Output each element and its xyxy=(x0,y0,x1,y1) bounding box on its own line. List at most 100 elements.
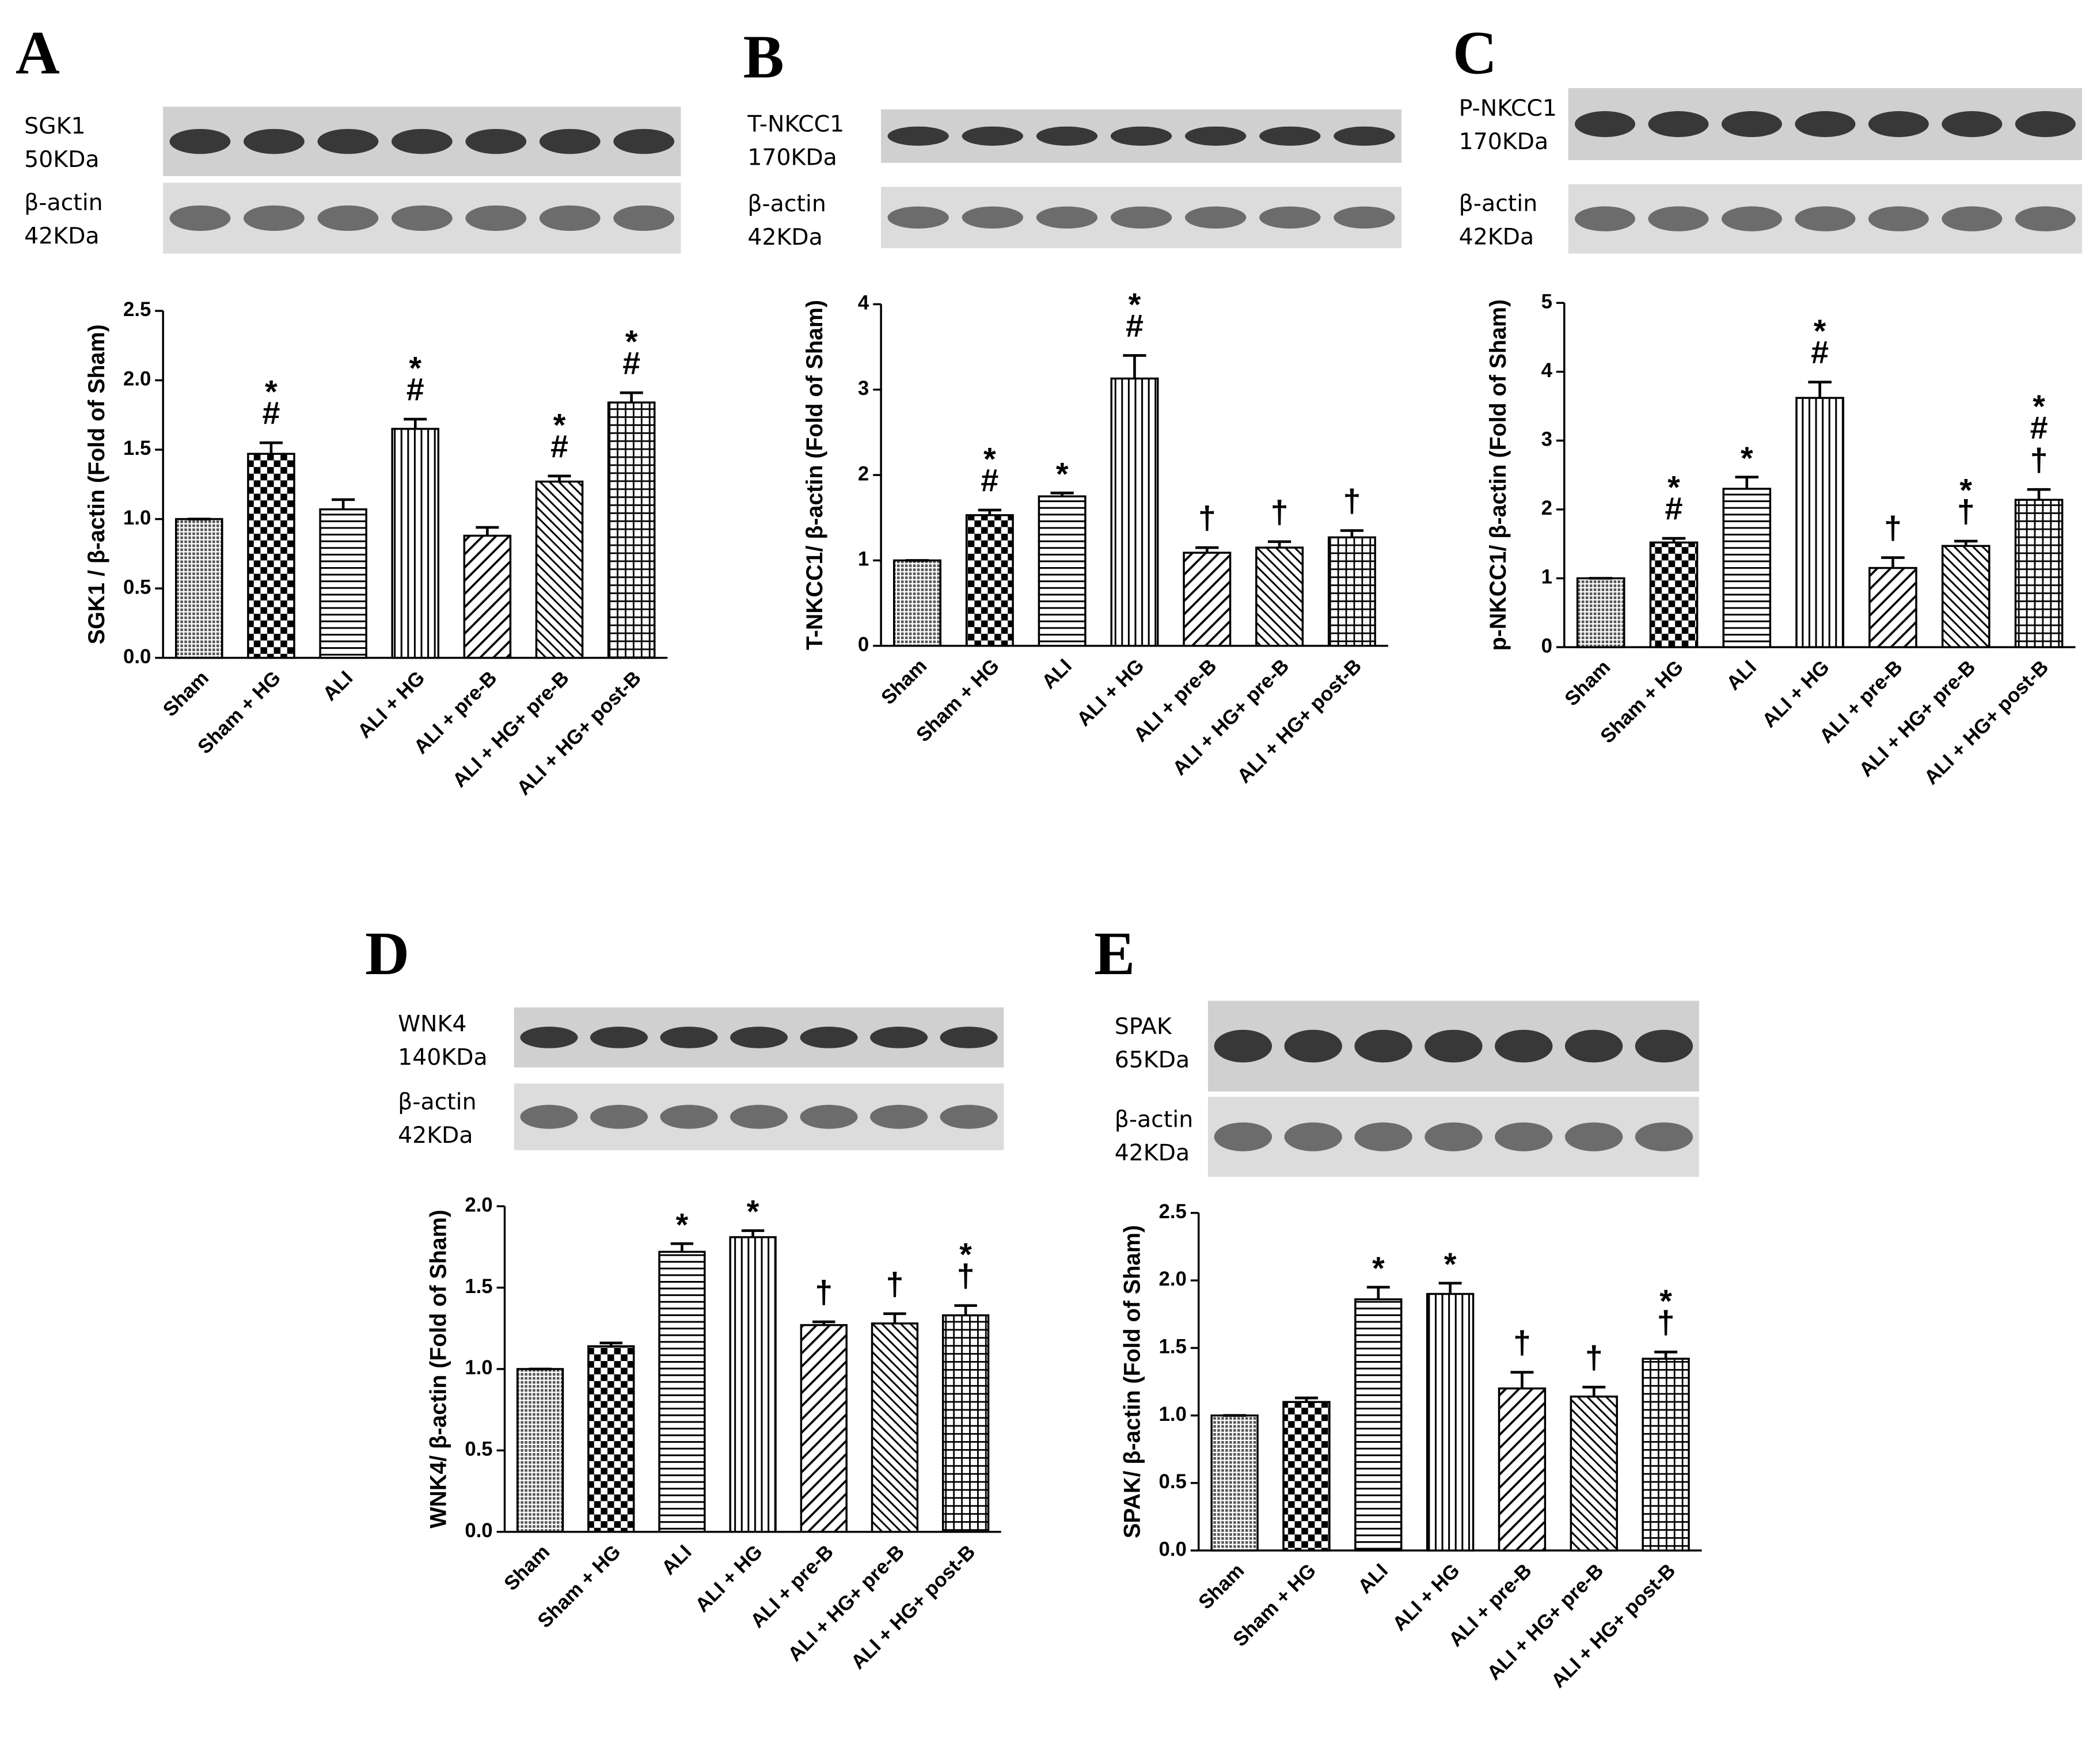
error-bar xyxy=(1881,556,1905,568)
y-axis-label: T-NKCC1/ β-actin (Fold of Sham) xyxy=(802,300,827,650)
blot-protein: SPAK xyxy=(1115,1013,1172,1040)
blot-band xyxy=(1795,206,1856,231)
error-bar xyxy=(1366,1286,1390,1299)
bar xyxy=(1642,1358,1690,1552)
x-tick-label: ALI + HG xyxy=(1388,1560,1464,1635)
significance-marker: * xyxy=(983,441,996,477)
y-tick-label: 0.5 xyxy=(1159,1471,1187,1493)
significance-marker: * xyxy=(1959,472,1972,508)
blot-band xyxy=(317,128,379,154)
blot-size: 170KDa xyxy=(747,144,837,170)
significance-marker: # xyxy=(981,462,998,498)
bar xyxy=(1570,1396,1618,1552)
error-bar xyxy=(599,1341,622,1347)
significance-marker: * xyxy=(1129,287,1141,322)
x-tick-label: ALI + HG+ post-B xyxy=(513,667,645,799)
blot-band xyxy=(1259,126,1321,146)
y-tick-label: 0.5 xyxy=(123,576,151,598)
blot-band xyxy=(520,1105,578,1129)
bar xyxy=(1941,545,1991,648)
significance-marker: † xyxy=(815,1275,833,1310)
blot-band xyxy=(1214,1029,1272,1063)
error-bar xyxy=(954,1304,977,1316)
blot-band xyxy=(887,126,949,146)
bar xyxy=(1183,552,1232,647)
y-tick-label: 1.0 xyxy=(465,1357,492,1379)
y-tick-label: 1.5 xyxy=(123,438,151,459)
y-axis-label: WNK4/ β-actin (Fold of Sham) xyxy=(426,1210,451,1529)
blot-band xyxy=(940,1027,998,1048)
error-bar xyxy=(620,391,643,403)
error-bar xyxy=(1954,539,1978,546)
y-tick-label: 2.0 xyxy=(123,368,151,390)
blot-band xyxy=(940,1105,998,1129)
error-bar xyxy=(1123,354,1146,379)
blot-protein: β-actin xyxy=(24,189,103,216)
blot-size: 140KDa xyxy=(398,1044,487,1071)
x-tick-label: ALI xyxy=(658,1541,696,1579)
blot-protein: P-NKCC1 xyxy=(1459,95,1557,121)
blot-band xyxy=(1868,206,1929,231)
bar xyxy=(1038,495,1087,647)
blot-band xyxy=(962,206,1023,229)
chart-panel: B T-NKCC1 170KDa β-actin 42KDa 0 1 2 3 4 T-NKCC1/ … xyxy=(743,23,1402,788)
blot-band xyxy=(243,205,305,231)
significance-marker: * xyxy=(1667,470,1680,505)
blot-band xyxy=(870,1027,928,1048)
blot-size: 42KDa xyxy=(1115,1139,1190,1166)
panel-label: A xyxy=(16,19,60,87)
y-axis-label: SGK1 / β-actin (Fold of Sham) xyxy=(84,324,109,644)
blot-band xyxy=(1635,1122,1693,1151)
x-tick-label: ALI + HG xyxy=(691,1541,766,1617)
y-axis-label: p-NKCC1/ β-actin (Fold of Sham) xyxy=(1486,299,1511,651)
chart-panel: E SPAK 65KDa β-actin 42KDa 0.0 0.5 1.0 1.5 2.0 2.5… xyxy=(1094,920,1702,1692)
error-bar xyxy=(1340,529,1364,538)
blot-protein: β-actin xyxy=(1459,190,1538,216)
bar xyxy=(1327,536,1376,647)
bar xyxy=(319,508,367,659)
significance-marker: * xyxy=(1814,313,1826,349)
blot-band xyxy=(1185,126,1247,146)
blot-protein: β-actin xyxy=(747,191,826,217)
blot-band xyxy=(465,205,527,231)
error-bar xyxy=(1735,476,1759,489)
y-tick-label: 2.5 xyxy=(123,299,151,321)
blot-band xyxy=(1110,206,1172,229)
error-bar xyxy=(1662,537,1686,543)
blot-protein: T-NKCC1 xyxy=(747,111,844,137)
blot-band xyxy=(539,205,601,231)
blot-band xyxy=(590,1105,648,1129)
blot-band xyxy=(1284,1122,1342,1151)
blot-band xyxy=(2015,206,2076,231)
significance-marker: * xyxy=(625,324,638,360)
y-tick-label: 2.5 xyxy=(1159,1201,1187,1223)
y-tick-label: 0.5 xyxy=(465,1439,492,1461)
blot-band xyxy=(613,128,675,154)
blot-band xyxy=(1495,1122,1553,1151)
blot-size: 42KDa xyxy=(398,1122,473,1149)
blot-band xyxy=(169,128,231,154)
y-tick-label: 0 xyxy=(1541,635,1552,657)
bar xyxy=(2014,499,2064,648)
y-tick-label: 1.5 xyxy=(465,1276,492,1298)
error-bar xyxy=(1510,1371,1534,1389)
significance-marker: * xyxy=(553,407,566,443)
bar xyxy=(800,1324,848,1533)
x-tick-label: Sham xyxy=(877,655,931,709)
blot-band xyxy=(1284,1029,1342,1063)
blot-band xyxy=(1635,1029,1693,1063)
significance-marker: # xyxy=(262,396,280,431)
blot-band xyxy=(520,1027,578,1048)
panel-label: D xyxy=(365,920,409,988)
error-bar xyxy=(548,474,571,482)
blot-band xyxy=(887,206,949,229)
significance-marker: † xyxy=(1343,483,1361,519)
y-tick-label: 3 xyxy=(858,378,869,400)
significance-marker: † xyxy=(2030,442,2048,478)
blot-size: 50KDa xyxy=(24,146,99,173)
blot-band xyxy=(1259,206,1321,229)
error-bar xyxy=(1582,1386,1606,1397)
bar xyxy=(1795,397,1844,648)
x-tick-label: ALI + HG xyxy=(1073,655,1148,731)
